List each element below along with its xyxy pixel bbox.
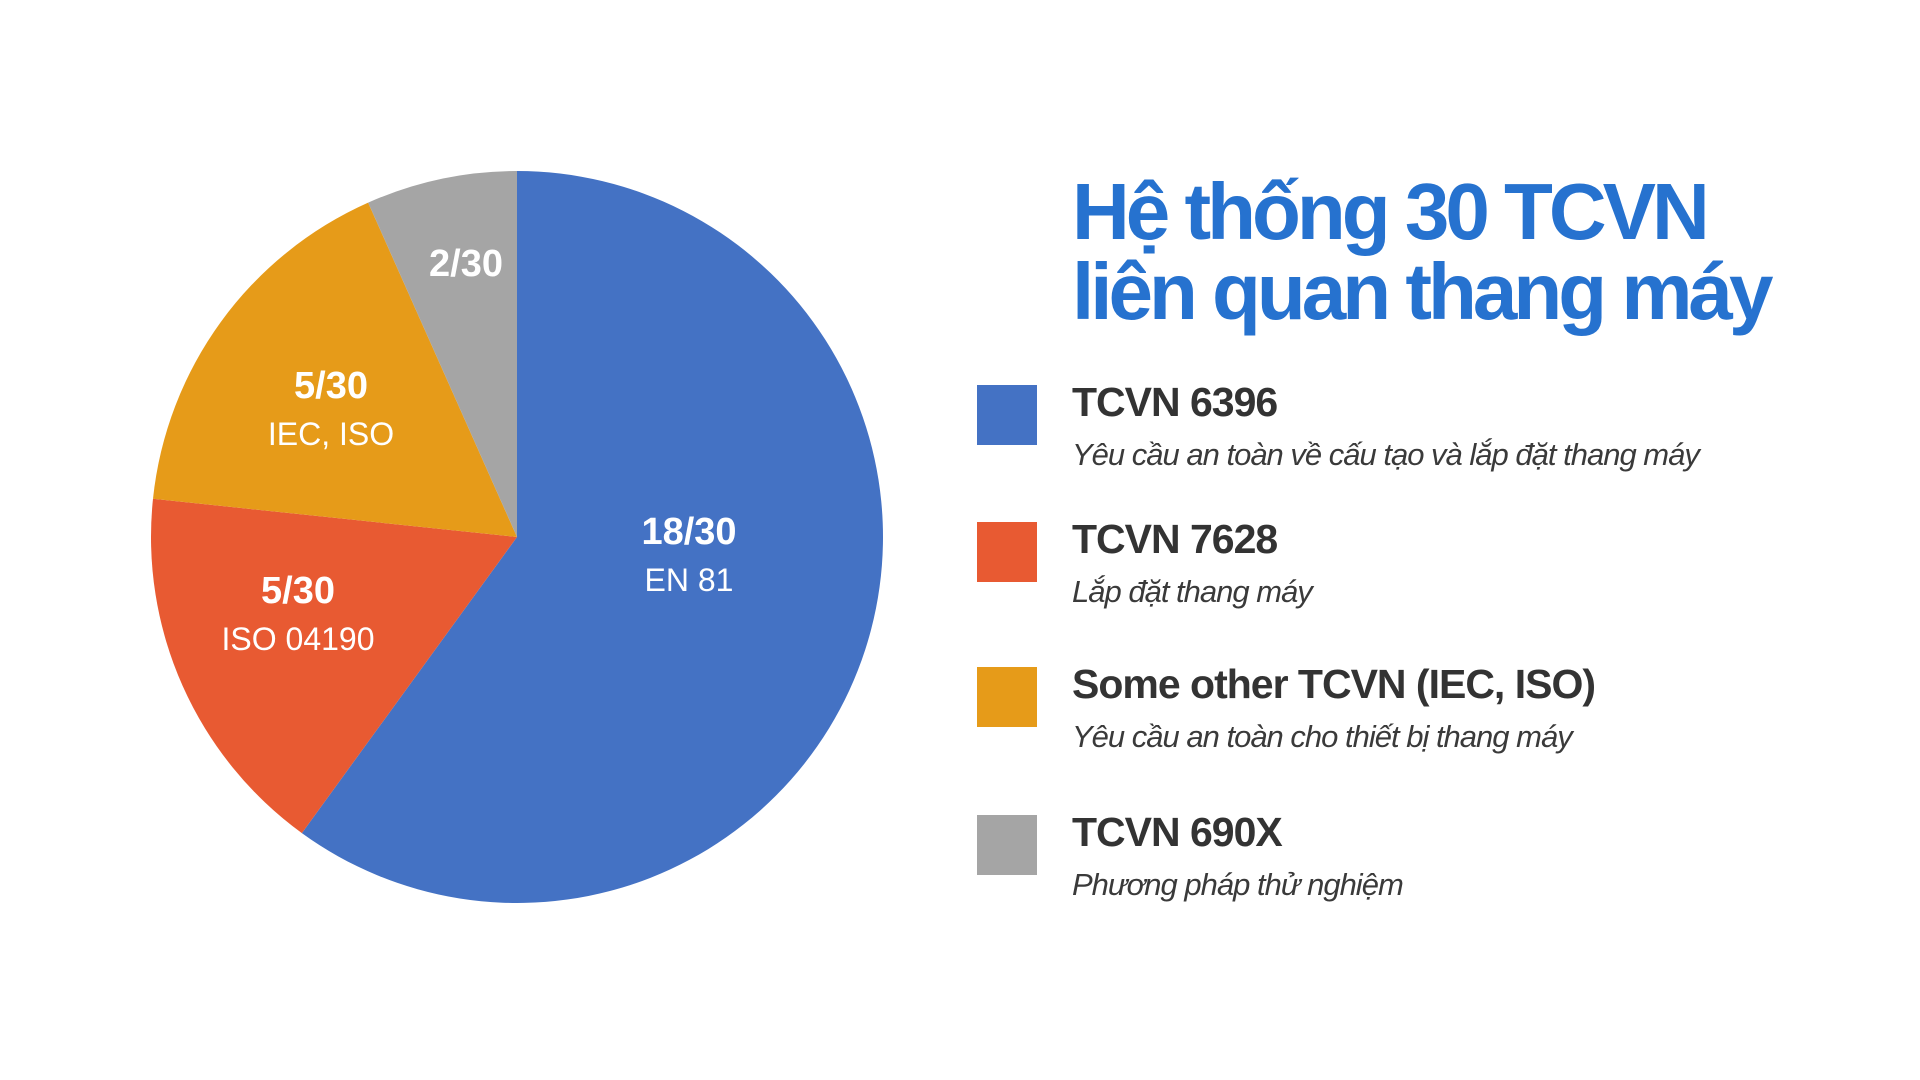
legend-description: Yêu cầu an toàn cho thiết bị thang máy xyxy=(1072,719,1573,754)
slice-value-label: 5/30 xyxy=(261,570,335,612)
slice-value-label: 5/30 xyxy=(294,365,368,407)
pie-slice-1 xyxy=(301,171,883,903)
chart-title-line-2: liên quan thang máy xyxy=(1072,247,1773,336)
legend-swatch-red xyxy=(977,522,1037,582)
slice-sub-label: ISO 04190 xyxy=(222,621,375,657)
legend-description: Yêu cầu an toàn về cấu tạo và lắp đặt th… xyxy=(1072,437,1700,472)
legend-title: TCVN 690X xyxy=(1072,809,1283,855)
pie-slice-2 xyxy=(151,498,517,834)
legend-description: Lắp đặt thang máy xyxy=(1072,574,1313,609)
legend-swatch-orange xyxy=(977,667,1037,727)
legend-swatch-gray xyxy=(977,815,1037,875)
slice-sub-label: IEC, ISO xyxy=(268,416,394,452)
pie-slice-3 xyxy=(153,202,517,537)
legend-description: Phương pháp thử nghiệm xyxy=(1072,867,1404,902)
chart-title: Hệ thống 30 TCVN liên quan thang máy xyxy=(1072,167,1773,336)
slice-value-label: 2/30 xyxy=(429,243,503,285)
slice-value-label: 18/30 xyxy=(641,511,736,553)
slice-sub-label: EN 81 xyxy=(645,562,734,598)
pie-slice-4 xyxy=(368,171,517,537)
legend-title: TCVN 7628 xyxy=(1072,516,1278,562)
legend-swatch-blue xyxy=(977,385,1037,445)
legend-title: Some other TCVN (IEC, ISO) xyxy=(1072,661,1596,707)
chart-title-line-1: Hệ thống 30 TCVN xyxy=(1072,167,1710,256)
legend-title: TCVN 6396 xyxy=(1072,379,1278,425)
